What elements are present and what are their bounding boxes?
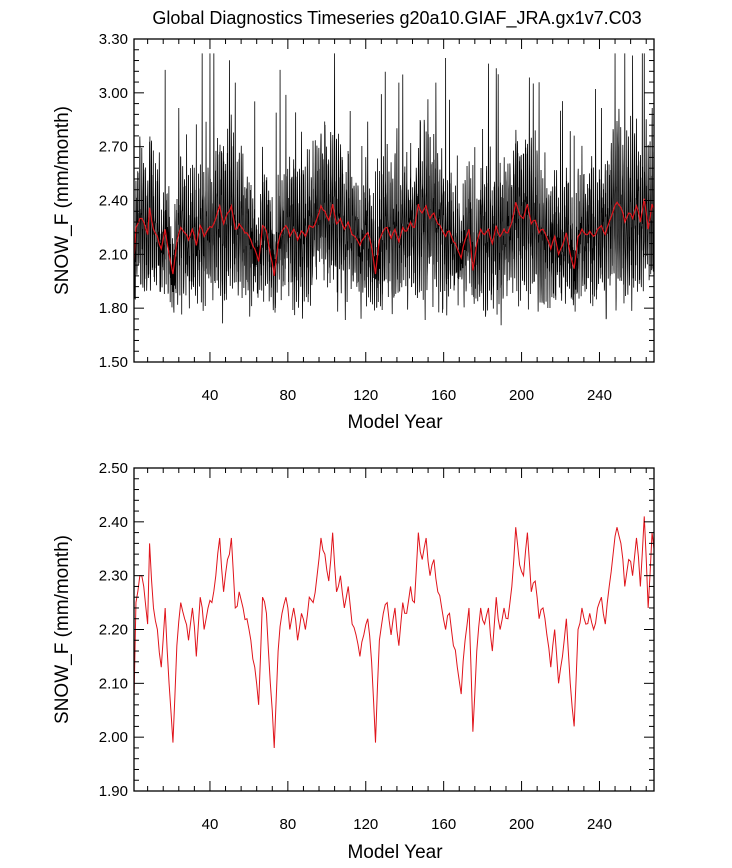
- y-tick-label: 2.20: [99, 622, 128, 639]
- y-axis-title: SNOW_F (mm/month): [52, 535, 73, 724]
- x-tick-label: 40: [202, 387, 219, 404]
- annual-mean-series-line: [134, 198, 654, 276]
- y-axis-title: SNOW_F (mm/month): [52, 106, 73, 295]
- y-tick-label: 1.90: [99, 783, 128, 800]
- bottom-panel-annual-chart: 1.90 2.00 2.10 2.20 2.30 2.40 2.50 40 80 120 160 20…: [52, 460, 655, 863]
- y-tick-label: 3.00: [99, 85, 128, 102]
- y-tick-label: 2.10: [99, 675, 128, 692]
- y-tick-label: 2.50: [99, 460, 128, 477]
- y-tick-label: 1.50: [99, 354, 128, 371]
- monthly-series-line: [134, 53, 654, 326]
- y-tick-label: 2.30: [99, 568, 128, 585]
- x-tick-label: 200: [509, 387, 534, 404]
- x-tick-label: 40: [202, 816, 219, 833]
- y-tick-label: 2.00: [99, 729, 128, 746]
- x-tick-label: 120: [353, 387, 378, 404]
- plot-frame: [133, 467, 655, 792]
- x-tick-label: 200: [509, 816, 534, 833]
- x-tick-label: 160: [431, 387, 456, 404]
- y-tick-label: 2.40: [99, 193, 128, 210]
- y-tick-label: 2.40: [99, 514, 128, 531]
- annual-mean-series-line: [134, 516, 654, 748]
- y-tick-label: 1.80: [99, 300, 128, 317]
- x-tick-label: 240: [587, 387, 612, 404]
- figure-title: Global Diagnostics Timeseries g20a10.GIA…: [152, 8, 641, 29]
- x-tick-label: 160: [431, 816, 456, 833]
- top-panel-monthly-chart: 1.50 1.80 2.10 2.40 2.70 3.00 3.30 40 80 120 160 20…: [52, 31, 655, 433]
- x-axis-title: Model Year: [347, 842, 443, 863]
- y-tick-label: 2.70: [99, 139, 128, 156]
- x-tick-label: 240: [587, 816, 612, 833]
- x-tick-label: 120: [353, 816, 378, 833]
- y-tick-label: 2.10: [99, 246, 128, 263]
- y-tick-label: 3.30: [99, 31, 128, 48]
- x-axis-title: Model Year: [347, 412, 443, 433]
- x-tick-label: 80: [280, 816, 297, 833]
- x-tick-label: 80: [280, 387, 297, 404]
